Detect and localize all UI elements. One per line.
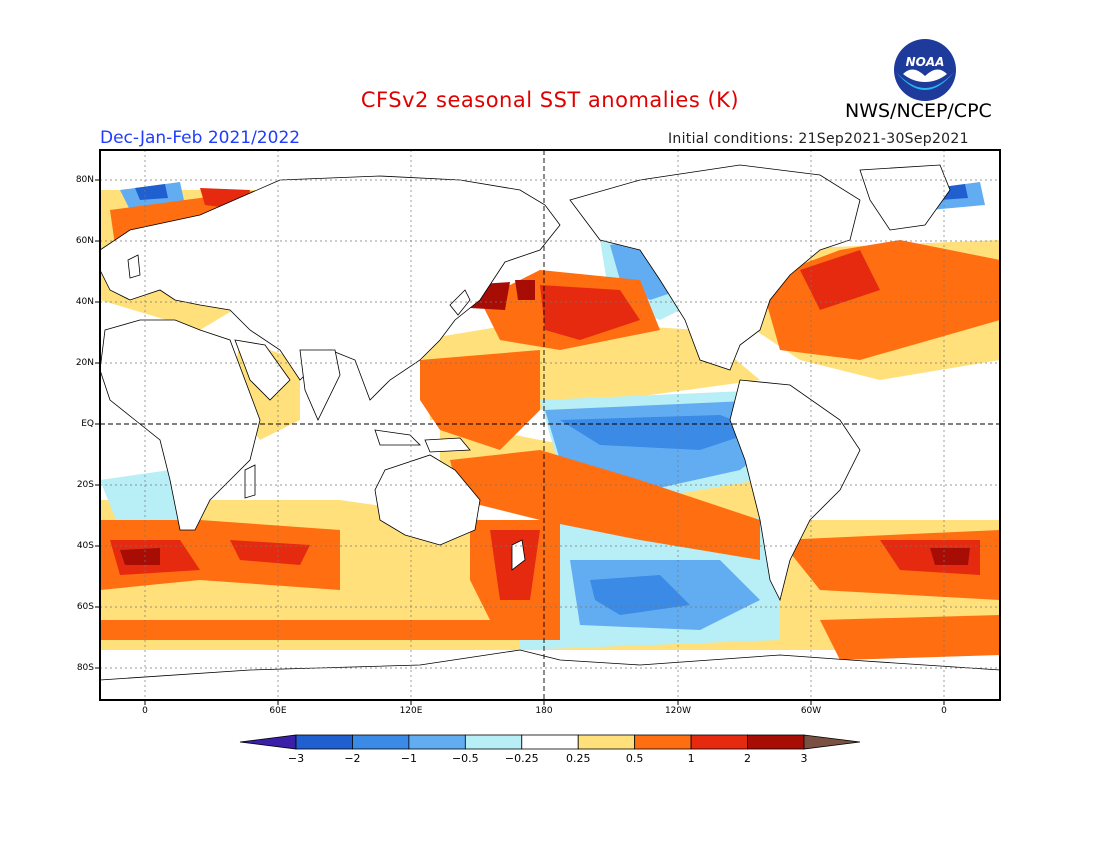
grid-lines bbox=[100, 150, 1000, 700]
colorbar-box bbox=[521, 734, 579, 750]
lon-label-60w: 60W bbox=[800, 706, 822, 716]
colorbar-tick-label: −0.25 bbox=[504, 752, 539, 765]
colorbar-tick-label: 0.25 bbox=[565, 752, 591, 765]
lat-label-eq: EQ bbox=[81, 419, 94, 429]
lon-label-60e: 60E bbox=[269, 706, 287, 716]
colorbar-tick-label: 1 bbox=[687, 752, 695, 765]
lat-label-40s: 40S bbox=[76, 541, 94, 551]
colorbar-tick-label: −0.5 bbox=[451, 752, 479, 765]
lon-label-0: 0 bbox=[142, 706, 148, 716]
colorbar-tick-label: −1 bbox=[400, 752, 417, 765]
agency-label: NWS/NCEP/CPC bbox=[845, 100, 992, 122]
lat-label-60s: 60S bbox=[76, 602, 94, 612]
lat-label-60n: 60N bbox=[75, 236, 94, 246]
colorbar-tick-label: −2 bbox=[344, 752, 361, 765]
lon-label-0-east: 0 bbox=[941, 706, 947, 716]
lat-label-40n: 40N bbox=[75, 297, 94, 307]
colorbar-max-arrow bbox=[803, 734, 861, 750]
map-frame bbox=[99, 149, 1001, 701]
colorbar-box bbox=[577, 734, 636, 750]
colorbar-box bbox=[747, 734, 805, 750]
colorbar-box bbox=[408, 734, 466, 750]
colorbar-min-arrow bbox=[239, 734, 297, 750]
lon-label-180: 180 bbox=[535, 706, 553, 716]
colorbar-tick-label: 3 bbox=[800, 752, 808, 765]
colorbar-box bbox=[295, 734, 353, 750]
colorbar-box bbox=[352, 734, 410, 750]
anomaly-field bbox=[100, 164, 1000, 700]
logo-text: NOAA bbox=[906, 55, 945, 69]
noaa-logo: NOAA bbox=[894, 39, 956, 101]
colorbar-box bbox=[690, 734, 748, 750]
map-title: CFSv2 seasonal SST anomalies (K) bbox=[360, 88, 740, 112]
colorbar-tick-label: 2 bbox=[744, 752, 752, 765]
season-label: Dec-Jan-Feb 2021/2022 bbox=[100, 128, 301, 148]
colorbar-tick-label: 0.5 bbox=[625, 752, 644, 765]
colorbar-box bbox=[464, 734, 523, 750]
lon-label-120e: 120E bbox=[399, 706, 423, 716]
axis-ticks bbox=[95, 179, 945, 705]
colorbar-box bbox=[634, 734, 692, 750]
colorbar-tick-label: −3 bbox=[287, 752, 305, 765]
lat-label-80s: 80S bbox=[76, 663, 94, 673]
lon-label-120w: 120W bbox=[664, 706, 692, 716]
initial-conditions-label: Initial conditions: 21Sep2021-30Sep2021 bbox=[668, 131, 969, 147]
lat-label-20s: 20S bbox=[76, 480, 94, 490]
continent-outlines bbox=[100, 164, 1000, 700]
lat-label-20n: 20N bbox=[75, 358, 94, 368]
lat-label-80n: 80N bbox=[75, 175, 94, 185]
